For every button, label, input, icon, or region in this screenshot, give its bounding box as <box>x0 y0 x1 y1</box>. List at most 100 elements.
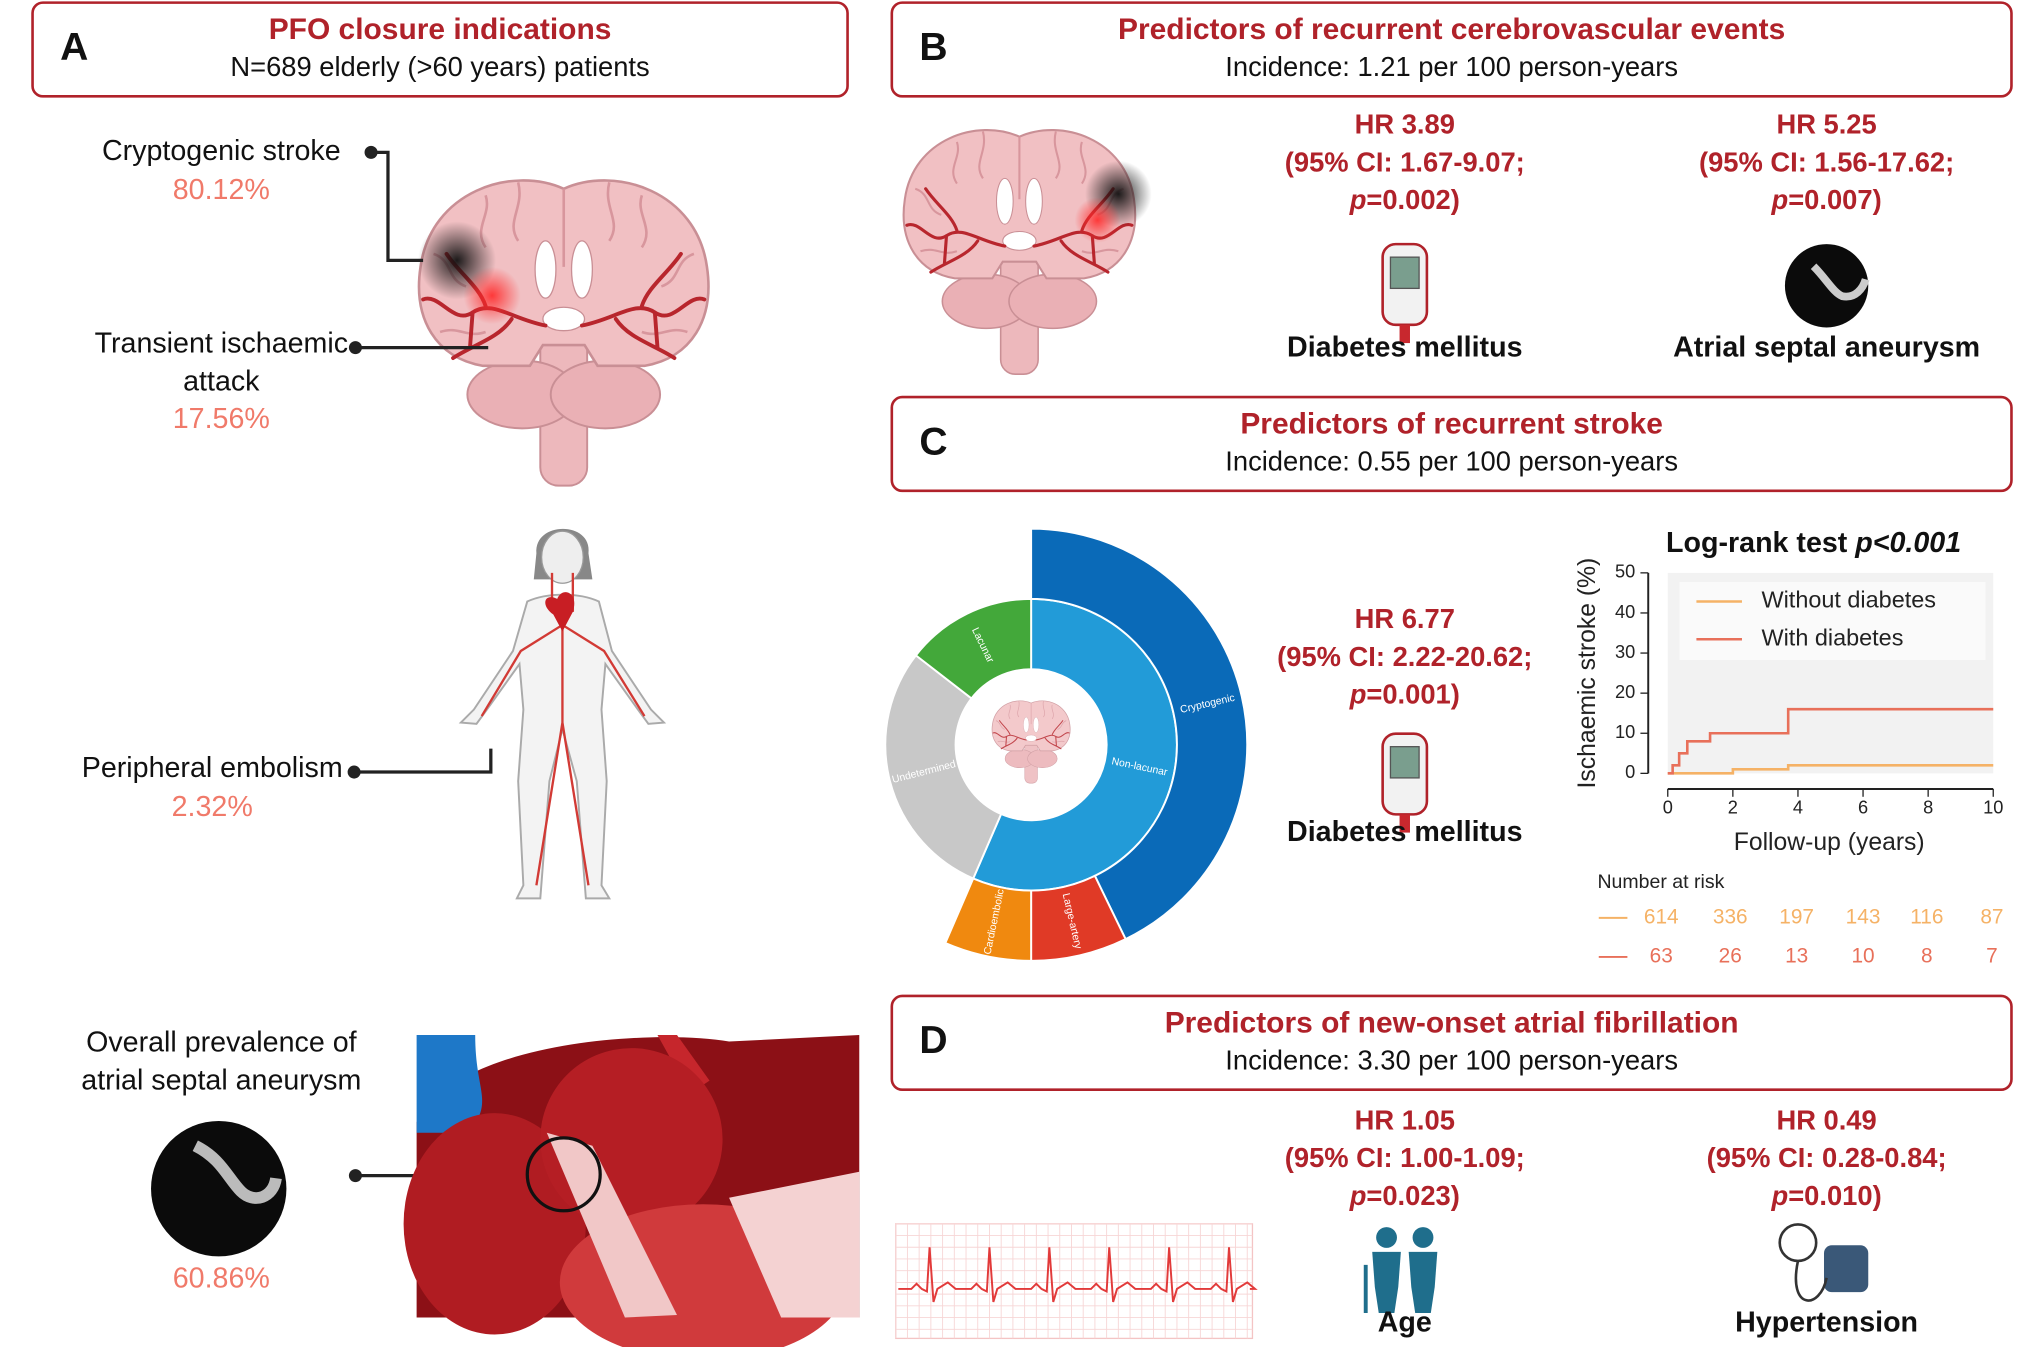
km-curve <box>1667 707 1994 775</box>
meter-screen <box>1389 746 1420 779</box>
indication-percentage: 17.56% <box>173 403 270 435</box>
meter-screen <box>1389 256 1420 290</box>
heart-illustration-part <box>403 1113 586 1335</box>
indication-percentage: 60.86% <box>173 1262 270 1294</box>
meter-strip <box>1399 814 1410 833</box>
risk-count: 7 <box>1986 944 1998 967</box>
chart-title-text: Log-rank test <box>1666 527 1848 559</box>
y-tick-label: 30 <box>1615 642 1635 662</box>
risk-count: 143 <box>1846 905 1881 928</box>
brain-illustration-a-part <box>463 266 521 325</box>
y-tick-label: 0 <box>1625 762 1635 782</box>
sunburst-segment <box>944 877 1033 962</box>
panel-title: Predictors of recurrent stroke <box>1240 408 1663 441</box>
asa-image-part <box>151 1120 287 1257</box>
indication-label: Peripheral embolism <box>82 752 343 784</box>
body-illustration-part <box>545 592 575 632</box>
brain-icon <box>991 700 1071 784</box>
icon-asa <box>1784 244 1870 328</box>
y-axis-label: Ischaemic stroke (%) <box>1574 558 1601 789</box>
panel-subtitle: Incidence: 3.30 per 100 person-years <box>1225 1045 1678 1076</box>
x-tick-label: 8 <box>1923 797 1933 817</box>
y-tick-label: 40 <box>1615 602 1635 622</box>
panel-header-box <box>31 1 849 98</box>
sunburst-segment <box>1030 527 1249 941</box>
p-value: p=0.010) <box>1771 1180 1882 1211</box>
panel-header-box <box>890 395 2013 493</box>
indication-label: Cryptogenic stroke <box>102 135 341 167</box>
p-value: p=0.007) <box>1771 184 1882 215</box>
p-value-part: p <box>1349 1180 1367 1211</box>
panel-subtitle: Incidence: 1.21 per 100 person-years <box>1225 51 1678 82</box>
p-value-part: p <box>1349 679 1367 710</box>
indication-label: Overall prevalence of <box>86 1027 357 1059</box>
ecg-illustration <box>895 1223 1258 1340</box>
panel-header-box <box>890 994 2013 1092</box>
risk-count: 26 <box>1719 944 1742 967</box>
ecg-illustration-part <box>898 1247 1258 1303</box>
chart-title: Log-rank test p<0.001 <box>1666 527 1961 559</box>
connector-part <box>354 748 493 774</box>
panel-title: Predictors of new-onset atrial fibrillat… <box>1165 1007 1739 1040</box>
indication-percentage: 2.32% <box>172 791 253 823</box>
y-tick-label: 50 <box>1615 562 1635 582</box>
panel-title: PFO closure indications <box>269 13 612 46</box>
tube <box>1794 1260 1828 1302</box>
hazard-ratio: HR 1.05 <box>1355 1104 1455 1135</box>
p-value-part: p <box>1349 184 1367 215</box>
panel-subtitle: Incidence: 0.55 per 100 person-years <box>1225 446 1678 477</box>
indication-percentage: 80.12% <box>173 174 270 206</box>
legend-box <box>1679 581 1986 661</box>
panel-title: Predictors of recurrent cerebrovascular … <box>1118 13 1785 46</box>
cuff <box>1823 1245 1869 1293</box>
indication-label: Transient ischaemic <box>95 328 348 360</box>
risk-table-title: Number at risk <box>1597 871 1724 893</box>
hazard-ratio: HR 3.89 <box>1355 109 1455 140</box>
confidence-interval: (95% CI: 1.67-9.07; <box>1285 146 1525 177</box>
meter-strip <box>1399 324 1410 344</box>
risk-count: 87 <box>1980 905 2003 928</box>
risk-count: 116 <box>1910 905 1943 928</box>
x-tick-label: 10 <box>1983 797 2003 817</box>
icon-bp <box>1778 1223 1869 1302</box>
predictor-name: Diabetes mellitus <box>1287 331 1522 363</box>
icon-age <box>1363 1227 1438 1314</box>
confidence-interval: (95% CI: 1.56-17.62; <box>1699 146 1954 177</box>
risk-count: 336 <box>1713 905 1748 928</box>
asa-curve <box>1810 263 1870 301</box>
predictor-name: Diabetes mellitus <box>1287 816 1522 848</box>
predictor-name: Atrial septal aneurysm <box>1673 331 1980 363</box>
x-axis-label: Follow-up (years) <box>1734 829 1925 856</box>
connector-part <box>371 150 424 263</box>
panel-letter: B <box>919 26 947 69</box>
p-value: p=0.002) <box>1349 184 1460 215</box>
brain-illustration-b <box>902 128 1152 376</box>
risk-count: 63 <box>1650 944 1673 967</box>
y-tick-label: 20 <box>1615 682 1635 702</box>
heart-illustration <box>403 1035 860 1347</box>
icon-meter <box>1381 242 1429 344</box>
risk-count: 8 <box>1921 944 1933 967</box>
x-tick-label: 4 <box>1793 797 1803 817</box>
brain-illustration-b-part <box>1074 197 1121 243</box>
p-value: p=0.001) <box>1349 679 1460 710</box>
x-tick-label: 2 <box>1728 797 1738 817</box>
p-value-part: p <box>1771 1180 1789 1211</box>
panel-letter: D <box>919 1019 947 1062</box>
risk-count: 13 <box>1785 944 1808 967</box>
confidence-interval: (95% CI: 2.22-20.62; <box>1277 641 1532 672</box>
y-tick-label: 10 <box>1615 722 1635 742</box>
person-body <box>1372 1251 1401 1314</box>
hazard-ratio: HR 0.49 <box>1776 1104 1876 1135</box>
risk-count: 614 <box>1644 905 1679 928</box>
x-tick-label: 6 <box>1858 797 1868 817</box>
legend-label: With diabetes <box>1762 624 1904 650</box>
heart-illustration-part <box>525 1136 602 1213</box>
p-value: p=0.023) <box>1349 1180 1460 1211</box>
km-curve <box>1667 764 1994 775</box>
hazard-ratio: HR 6.77 <box>1355 603 1455 634</box>
panel-letter: A <box>60 26 88 69</box>
indication-label: atrial septal aneurysm <box>81 1064 361 1096</box>
hazard-ratio: HR 5.25 <box>1776 109 1876 140</box>
